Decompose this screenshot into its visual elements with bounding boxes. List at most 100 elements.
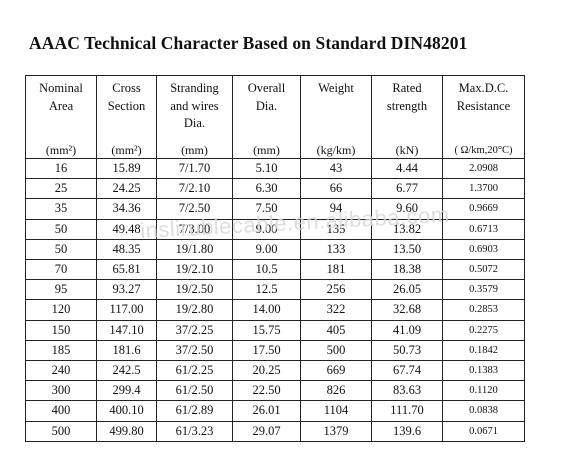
table-cell: 19/1.80 — [156, 238, 233, 261]
table-cell: 5.10 — [232, 157, 301, 180]
table-cell: 9.00 — [232, 218, 301, 240]
table-cell: 34.36 — [96, 198, 157, 220]
table-cell: 9.00 — [232, 238, 301, 261]
table-row: 25 24.25 7/2.10 6.30 66 6.77 1.3700 — [25, 178, 525, 200]
table-cell: 242.5 — [96, 360, 157, 382]
table-cell: 19/2.10 — [156, 259, 233, 281]
table-cell: 0.9669 — [442, 198, 525, 220]
table-cell: 150 — [25, 319, 97, 341]
table-cell: 19/2.80 — [156, 299, 233, 321]
table-row: 400 400.10 61/2.89 26.01 1104 111.70 0.0838 — [25, 400, 525, 422]
table-cell: 7/1.70 — [156, 157, 233, 180]
table-cell: 6.30 — [232, 178, 301, 200]
table-cell: 18.38 — [371, 259, 443, 281]
table-cell: 240 — [25, 360, 97, 382]
table-cell: 7/3.00 — [156, 218, 233, 240]
table-cell: 405 — [300, 319, 372, 341]
table-cell: 20.25 — [232, 360, 301, 382]
table-cell: 61/2.25 — [156, 360, 233, 382]
table-cell: 13.82 — [371, 218, 443, 240]
table-cell: 17.50 — [232, 339, 301, 362]
table-cell: 61/2.89 — [156, 400, 233, 422]
table-cell: 70 — [25, 259, 97, 281]
table-cell: 7.50 — [232, 198, 301, 220]
table-cell: 400.10 — [96, 400, 157, 422]
table-cell: 6.77 — [371, 178, 443, 200]
table-cell: 37/2.50 — [156, 339, 233, 362]
table-cell: 7/2.50 — [156, 198, 233, 220]
table-cell: 299.4 — [96, 380, 157, 402]
table-cell: 93.27 — [96, 279, 157, 301]
table-cell: 0.0671 — [442, 420, 525, 442]
table-cell: 1379 — [300, 420, 372, 442]
table-cell: 61/2.50 — [156, 380, 233, 402]
table-cell: 15.75 — [232, 319, 301, 341]
table-cell: 67.74 — [371, 360, 443, 382]
table-row: 150 147.10 37/2.25 15.75 405 41.09 0.2275 — [25, 319, 525, 341]
table-cell: 0.0838 — [442, 400, 525, 422]
table-cell: 500 — [25, 420, 97, 442]
table-cell: 0.2275 — [442, 319, 525, 341]
table-cell: 50 — [25, 238, 97, 261]
table-cell: 48.35 — [96, 238, 157, 261]
table-cell: 95 — [25, 279, 97, 301]
table-cell: 256 — [300, 279, 372, 301]
table-row: 185 181.6 37/2.50 17.50 500 50.73 0.1842 — [25, 339, 525, 362]
table-cell: 1.3700 — [442, 178, 525, 200]
table-row: 120 117.00 19/2.80 14.00 322 32.68 0.2853 — [25, 299, 525, 321]
table-row: 50 48.35 19/1.80 9.00 133 13.50 0.6903 — [25, 238, 525, 261]
table-cell: 139.6 — [371, 420, 443, 442]
table-cell: 135 — [300, 218, 372, 240]
table-cell: 1104 — [300, 400, 372, 422]
table-cell: 0.6713 — [442, 218, 525, 240]
header-cell: Cross Section (mm²) — [96, 75, 157, 159]
table-cell: 10.5 — [232, 259, 301, 281]
table-cell: 15.89 — [96, 157, 157, 180]
table-cell: 400 — [25, 400, 97, 422]
table-cell: 35 — [25, 198, 97, 220]
header-cell: Max.D.C. Resistance( Ω/km,20°C) — [442, 75, 525, 159]
table-cell: 19/2.50 — [156, 279, 233, 301]
table-cell: 66 — [300, 178, 372, 200]
table-cell: 0.1120 — [442, 380, 525, 402]
table-cell: 0.2853 — [442, 299, 525, 321]
table-cell: 37/2.25 — [156, 319, 233, 341]
table-row: 50 49.48 7/3.00 9.00 135 13.82 0.6713 — [25, 218, 525, 240]
table-cell: 181 — [300, 259, 372, 281]
table-cell: 26.05 — [371, 279, 443, 301]
table-row: 300 299.4 61/2.50 22.50 826 83.63 0.1120 — [25, 380, 525, 402]
table-cell: 12.5 — [232, 279, 301, 301]
header-cell: Rated strength (kN) — [371, 75, 443, 159]
table-cell: 0.1383 — [442, 360, 525, 382]
table-cell: 32.68 — [371, 299, 443, 321]
table-cell: 499.80 — [96, 420, 157, 442]
table-cell: 24.25 — [96, 178, 157, 200]
table-cell: 147.10 — [96, 319, 157, 341]
table-cell: 826 — [300, 380, 372, 402]
table-cell: 61/3.23 — [156, 420, 233, 442]
table-cell: 49.48 — [96, 218, 157, 240]
table-row: 70 65.81 19/2.10 10.5 181 18.38 0.5072 — [25, 259, 525, 281]
table-cell: 300 — [25, 380, 97, 402]
table-cell: 0.5072 — [442, 259, 525, 281]
table-cell: 181.6 — [96, 339, 157, 362]
table-cell: 50 — [25, 218, 97, 240]
table-cell: 133 — [300, 238, 372, 261]
table-cell: 14.00 — [232, 299, 301, 321]
spec-table: Nominal Area (mm²) Cross Section (mm²) Str… — [25, 75, 525, 442]
table-cell: 0.1842 — [442, 339, 525, 362]
table-cell: 7/2.10 — [156, 178, 233, 200]
table-cell: 117.00 — [96, 299, 157, 321]
header-cell: Nominal Area (mm²) — [25, 75, 97, 159]
table-cell: 43 — [300, 157, 372, 180]
table-cell: 9.60 — [371, 198, 443, 220]
table-row: 240 242.5 61/2.25 20.25 669 67.74 0.1383 — [25, 360, 525, 382]
header-cell: Overall Dia. (mm) — [232, 75, 301, 159]
table-row: 16 15.89 7/1.70 5.10 43 4.44 2.0908 — [25, 157, 525, 180]
table-cell: 185 — [25, 339, 97, 362]
table-row: 95 93.27 19/2.50 12.5 256 26.05 0.3579 — [25, 279, 525, 301]
table-cell: 26.01 — [232, 400, 301, 422]
table-cell: 500 — [300, 339, 372, 362]
table-cell: 2.0908 — [442, 157, 525, 180]
page-title: AAAC Technical Character Based on Standa… — [29, 33, 468, 53]
